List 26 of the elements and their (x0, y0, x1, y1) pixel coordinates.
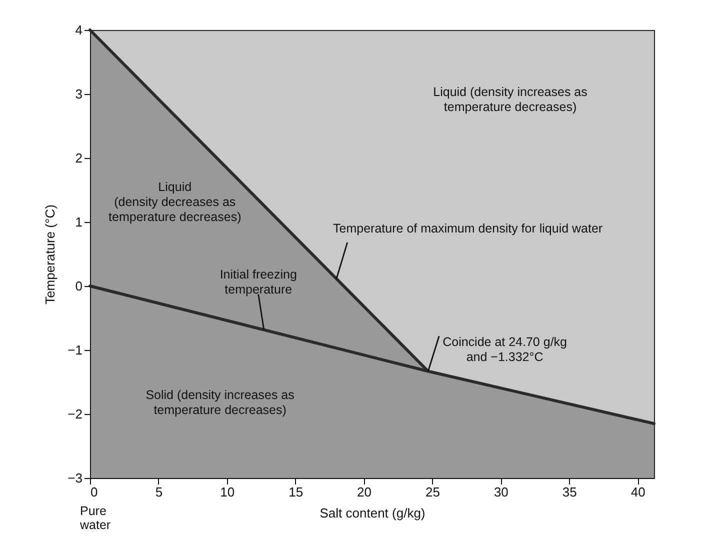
annotation: Liquid (density increases as temperature decreases) (433, 85, 588, 114)
y-tick-label: −1 (68, 342, 82, 358)
text: Pure water (79, 504, 111, 532)
y-tick-label: 1 (75, 214, 82, 230)
x-tick-label: 15 (288, 484, 304, 500)
x-axis-title: Salt content (g/kg) (320, 506, 426, 520)
x-tick-label: 5 (155, 484, 163, 500)
annotation: Coincide at 24.70 g/kg and −1.332°C (442, 334, 568, 364)
x-tick-label: 0 (90, 484, 98, 500)
y-tick-label: −3 (68, 470, 82, 486)
y-tick-label: 2 (75, 150, 82, 166)
x-tick-label: 25 (426, 484, 440, 500)
y-tick-label: 4 (75, 22, 82, 38)
annotation: Liquid (density decreases as temperature decreases) (108, 180, 242, 224)
y-axis-title: Temperature (°C) (42, 204, 58, 304)
y-tick-label: 0 (75, 278, 82, 294)
annotation: Temperature of maximum density for liquid water (333, 221, 603, 236)
x-tick-label: 20 (357, 484, 372, 500)
y-tick-label: −2 (68, 406, 82, 422)
y-tick-label: 3 (75, 86, 82, 102)
x-tick-label: 10 (220, 484, 235, 500)
x-tick-label: 30 (494, 484, 508, 500)
annotation: Solid (density increases as temperature decreases) (146, 388, 294, 417)
x-tick-label: 35 (562, 484, 577, 500)
x-tick-label: 40 (630, 484, 646, 500)
annotation: Initial freezing temperature (220, 267, 297, 296)
